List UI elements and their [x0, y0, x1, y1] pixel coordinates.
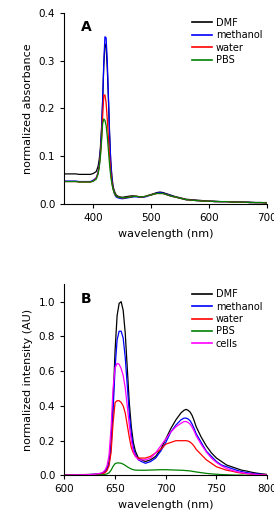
X-axis label: wavelength (nm): wavelength (nm) — [118, 500, 213, 510]
Legend: DMF, methanol, water, PBS: DMF, methanol, water, PBS — [189, 14, 266, 69]
Y-axis label: normalized absorbance: normalized absorbance — [23, 43, 33, 174]
Text: B: B — [81, 292, 91, 306]
Text: A: A — [81, 21, 91, 34]
X-axis label: wavelength (nm): wavelength (nm) — [118, 229, 213, 238]
Y-axis label: normalized intensity (AU): normalized intensity (AU) — [23, 309, 33, 451]
Legend: DMF, methanol, water, PBS, cells: DMF, methanol, water, PBS, cells — [189, 285, 266, 353]
